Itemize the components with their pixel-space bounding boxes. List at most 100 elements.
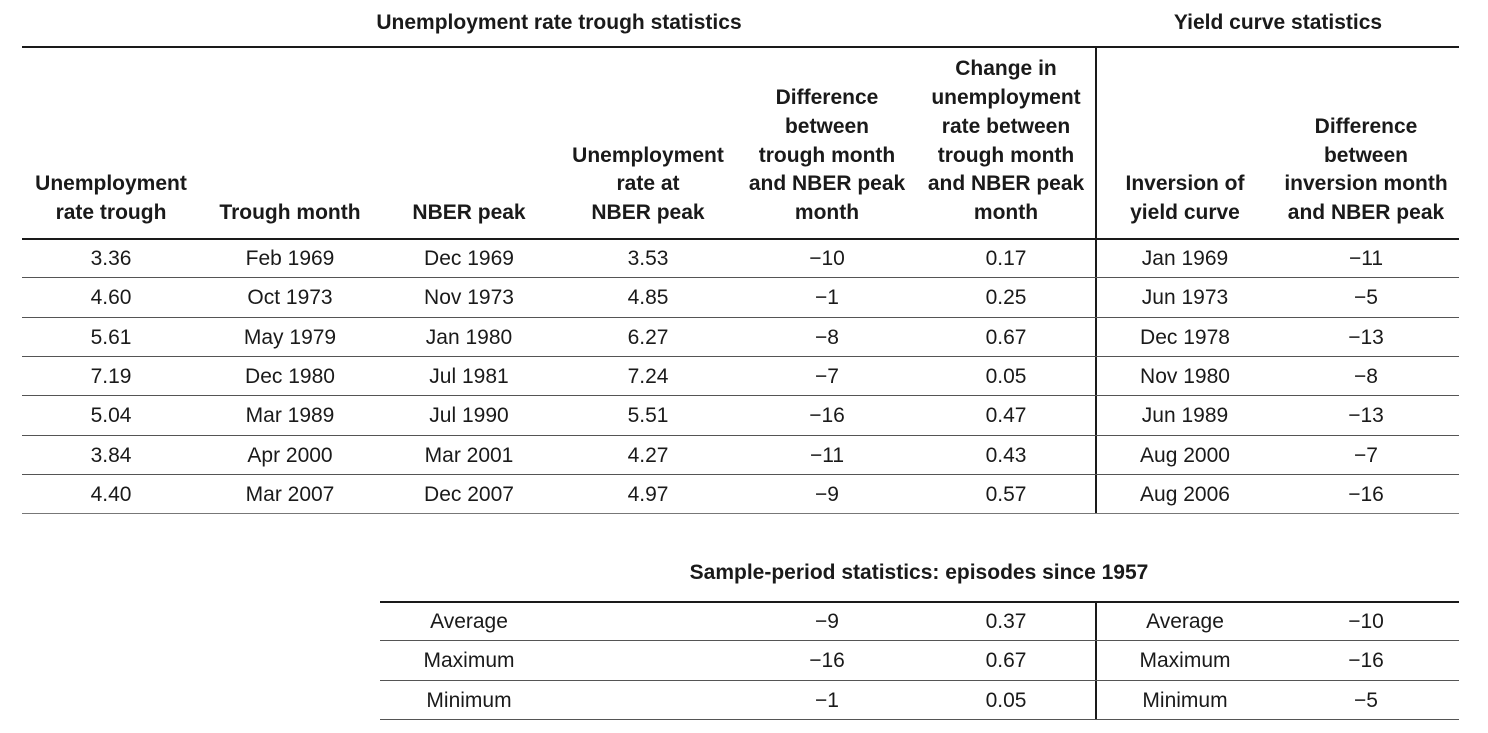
table-cell: Nov 1973: [424, 286, 514, 310]
row-rule: [22, 277, 1459, 279]
table-cell: Mar 2007: [245, 482, 335, 506]
table-cell: 0.47: [985, 404, 1027, 428]
table-cell: Aug 2006: [1140, 482, 1230, 506]
summary-cell: 0.37: [985, 610, 1027, 633]
hdr-inversion-of-yield-curve: Inversion of yield curve: [1125, 170, 1244, 228]
header-line: between: [1323, 143, 1409, 167]
table-cell: 0.05: [985, 364, 1027, 388]
header-line: trough month: [758, 143, 896, 167]
header-line: and NBER peak: [748, 172, 906, 196]
header-line: rate between: [941, 114, 1071, 138]
table-cell: Dec 1969: [424, 247, 514, 270]
table-cell: Nov 1980: [1140, 364, 1230, 388]
table-cell: Dec 2007: [424, 482, 514, 506]
table-cell: −13: [1348, 404, 1384, 428]
row-rule: [22, 395, 1459, 397]
table-cell: −8: [1354, 364, 1378, 388]
header-line: Difference: [1314, 114, 1418, 138]
table-cell: Jul 1990: [429, 404, 509, 428]
summary-rule: [380, 718, 1459, 720]
table-cell: 5.51: [627, 404, 669, 428]
table-cell: Jul 1981: [429, 364, 509, 388]
hdr-trough-month: Trough month: [219, 199, 360, 228]
hdr-difference-trough-peak: Difference between trough month and NBER pe…: [749, 84, 905, 228]
header-line: month: [973, 201, 1039, 225]
table-cell: 4.85: [627, 286, 669, 310]
table-cell: Aug 2000: [1140, 443, 1230, 467]
header-line: between: [784, 114, 870, 138]
hdr-unemployment-rate-at-peak: Unemployment rate at NBER peak: [572, 142, 724, 228]
summary-cell: Maximum: [423, 649, 515, 673]
table-cell: 5.04: [90, 404, 132, 428]
sample-section-title: Sample-period statistics: episodes since…: [689, 561, 1149, 584]
header-line: Inversion of: [1125, 172, 1245, 196]
row-rule: [22, 513, 1459, 515]
header-line: inversion month: [1284, 172, 1448, 196]
summary-rule: [380, 640, 1459, 642]
table-cell: 0.25: [985, 286, 1027, 310]
table-cell: −7: [1354, 443, 1378, 467]
row-rule: [22, 316, 1459, 318]
table-cell: 0.17: [985, 247, 1027, 270]
table-cell: Feb 1969: [245, 247, 335, 270]
summary-rule: [380, 679, 1459, 681]
header-line: Difference: [775, 86, 879, 110]
header-line: NBER peak: [412, 201, 526, 225]
table-cell: 0.67: [985, 325, 1027, 349]
column-headers: Unemployment rate trough Trough month NBER …: [0, 0, 1488, 228]
table-cell: −11: [809, 443, 845, 467]
top-rule: [22, 46, 1459, 48]
row-rule: [22, 355, 1459, 357]
table-cell: −16: [1348, 482, 1384, 506]
table-cell: 5.61: [90, 325, 132, 349]
header-line: and NBER peak: [1287, 201, 1445, 225]
table-cell: 4.40: [90, 482, 132, 506]
header-line: Unemployment: [572, 143, 724, 167]
header-line: month: [794, 201, 860, 225]
hdr-change-unemployment: Change in unemployment rate between trough …: [928, 55, 1084, 228]
summary-cell: −10: [1348, 610, 1384, 633]
table-cell: 4.60: [90, 286, 132, 310]
sample-divider: [1095, 601, 1097, 719]
table-cell: 3.84: [90, 443, 132, 467]
summary-cell: −1: [815, 688, 839, 712]
header-line: rate trough: [55, 201, 167, 225]
table-cell: −9: [815, 482, 839, 506]
row-rule: [22, 473, 1459, 475]
summary-cell: 0.05: [985, 688, 1027, 712]
table-cell: Jan 1980: [425, 325, 513, 349]
summary-cell: −5: [1354, 688, 1378, 712]
table-cell: 7.19: [90, 364, 132, 388]
table-cell: May 1979: [243, 325, 337, 349]
hdr-difference-inversion-peak: Difference between inversion month and NBER…: [1284, 113, 1447, 228]
table-cell: −13: [1348, 325, 1384, 349]
table-cell: Mar 2001: [424, 443, 514, 467]
table-cell: −16: [809, 404, 845, 428]
summary-cell: Average: [430, 610, 508, 633]
header-line: unemployment: [931, 86, 1081, 110]
summary-cell: 0.67: [985, 649, 1027, 673]
hdr-nber-peak: NBER peak: [412, 199, 525, 228]
summary-cell: −16: [809, 649, 845, 673]
yield-section-title: Yield curve statistics: [1173, 11, 1383, 34]
table-cell: −11: [1348, 247, 1384, 270]
table-cell: 4.97: [627, 482, 669, 506]
table-cell: Apr 2000: [247, 443, 333, 467]
hdr-unemployment-rate-trough: Unemployment rate trough: [35, 170, 187, 228]
table-cell: Mar 1989: [245, 404, 335, 428]
table-cell: Jun 1989: [1141, 404, 1229, 428]
table-cell: Jan 1969: [1141, 247, 1229, 270]
header-rule: [22, 238, 1459, 240]
row-rule: [22, 434, 1459, 436]
table-cell: 4.27: [627, 443, 669, 467]
table-cell: 0.57: [985, 482, 1027, 506]
table-cell: Oct 1973: [247, 286, 333, 310]
summary-cell: −16: [1348, 649, 1384, 673]
header-line: yield curve: [1130, 201, 1240, 225]
header-line: rate at: [616, 172, 680, 196]
summary-cell: Minimum: [1142, 688, 1228, 712]
summary-cell: Maximum: [1139, 649, 1231, 673]
table-cell: Jun 1973: [1141, 286, 1229, 310]
table-cell: Dec 1978: [1140, 325, 1230, 349]
table-cell: −10: [809, 247, 845, 270]
